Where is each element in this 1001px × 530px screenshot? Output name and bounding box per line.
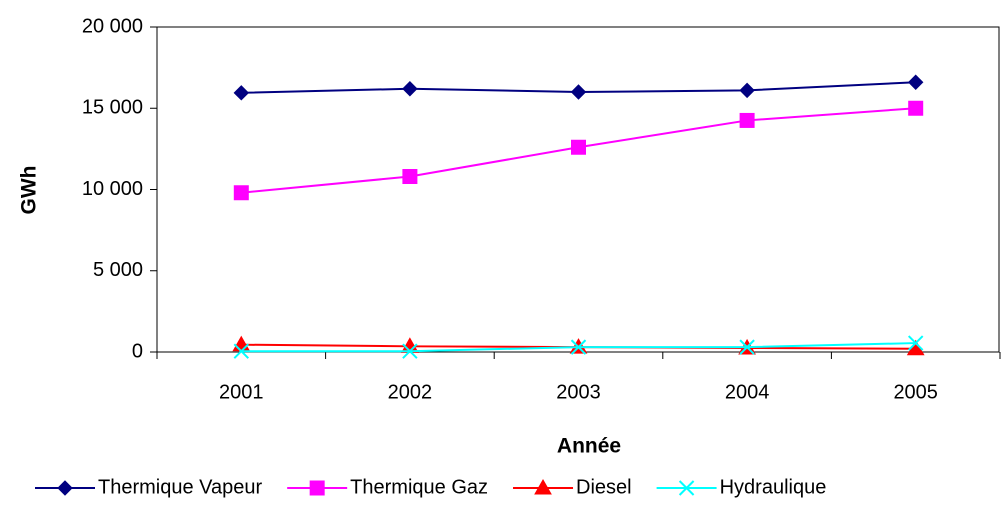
marker (233, 185, 249, 201)
x-tick-label: 2002 (388, 381, 433, 403)
legend-label: Hydraulique (720, 476, 827, 498)
marker (402, 81, 418, 97)
marker (739, 82, 755, 99)
marker (570, 84, 587, 100)
marker (570, 339, 587, 355)
marker (571, 139, 586, 155)
y-axis-title: GWh (18, 166, 41, 215)
marker (907, 335, 924, 351)
marker (232, 335, 251, 352)
legend-label: Thermique Gaz (350, 476, 488, 498)
x-tick-label: 2001 (219, 381, 264, 403)
y-tick-label: 5 000 (93, 259, 143, 281)
legend-label: Thermique Vapeur (98, 476, 263, 498)
x-tick-label: 2003 (556, 381, 601, 403)
marker (402, 343, 418, 359)
marker (908, 100, 924, 116)
marker (534, 478, 552, 495)
x-tick-label: 2005 (893, 381, 938, 403)
x-axis-title: Année (557, 435, 621, 458)
marker (233, 85, 250, 101)
marker (233, 343, 250, 359)
y-tick-label: 0 (132, 340, 143, 362)
y-tick-label: 10 000 (82, 178, 143, 200)
x-tick-label: 2004 (725, 381, 770, 403)
marker (678, 480, 695, 496)
marker (57, 480, 73, 496)
marker (739, 339, 755, 355)
marker (907, 74, 924, 90)
legend-label: Diesel (576, 476, 632, 498)
y-tick-label: 20 000 (82, 15, 143, 37)
marker (402, 169, 418, 184)
y-tick-label: 15 000 (82, 97, 143, 119)
marker (739, 112, 755, 128)
marker (309, 480, 325, 496)
